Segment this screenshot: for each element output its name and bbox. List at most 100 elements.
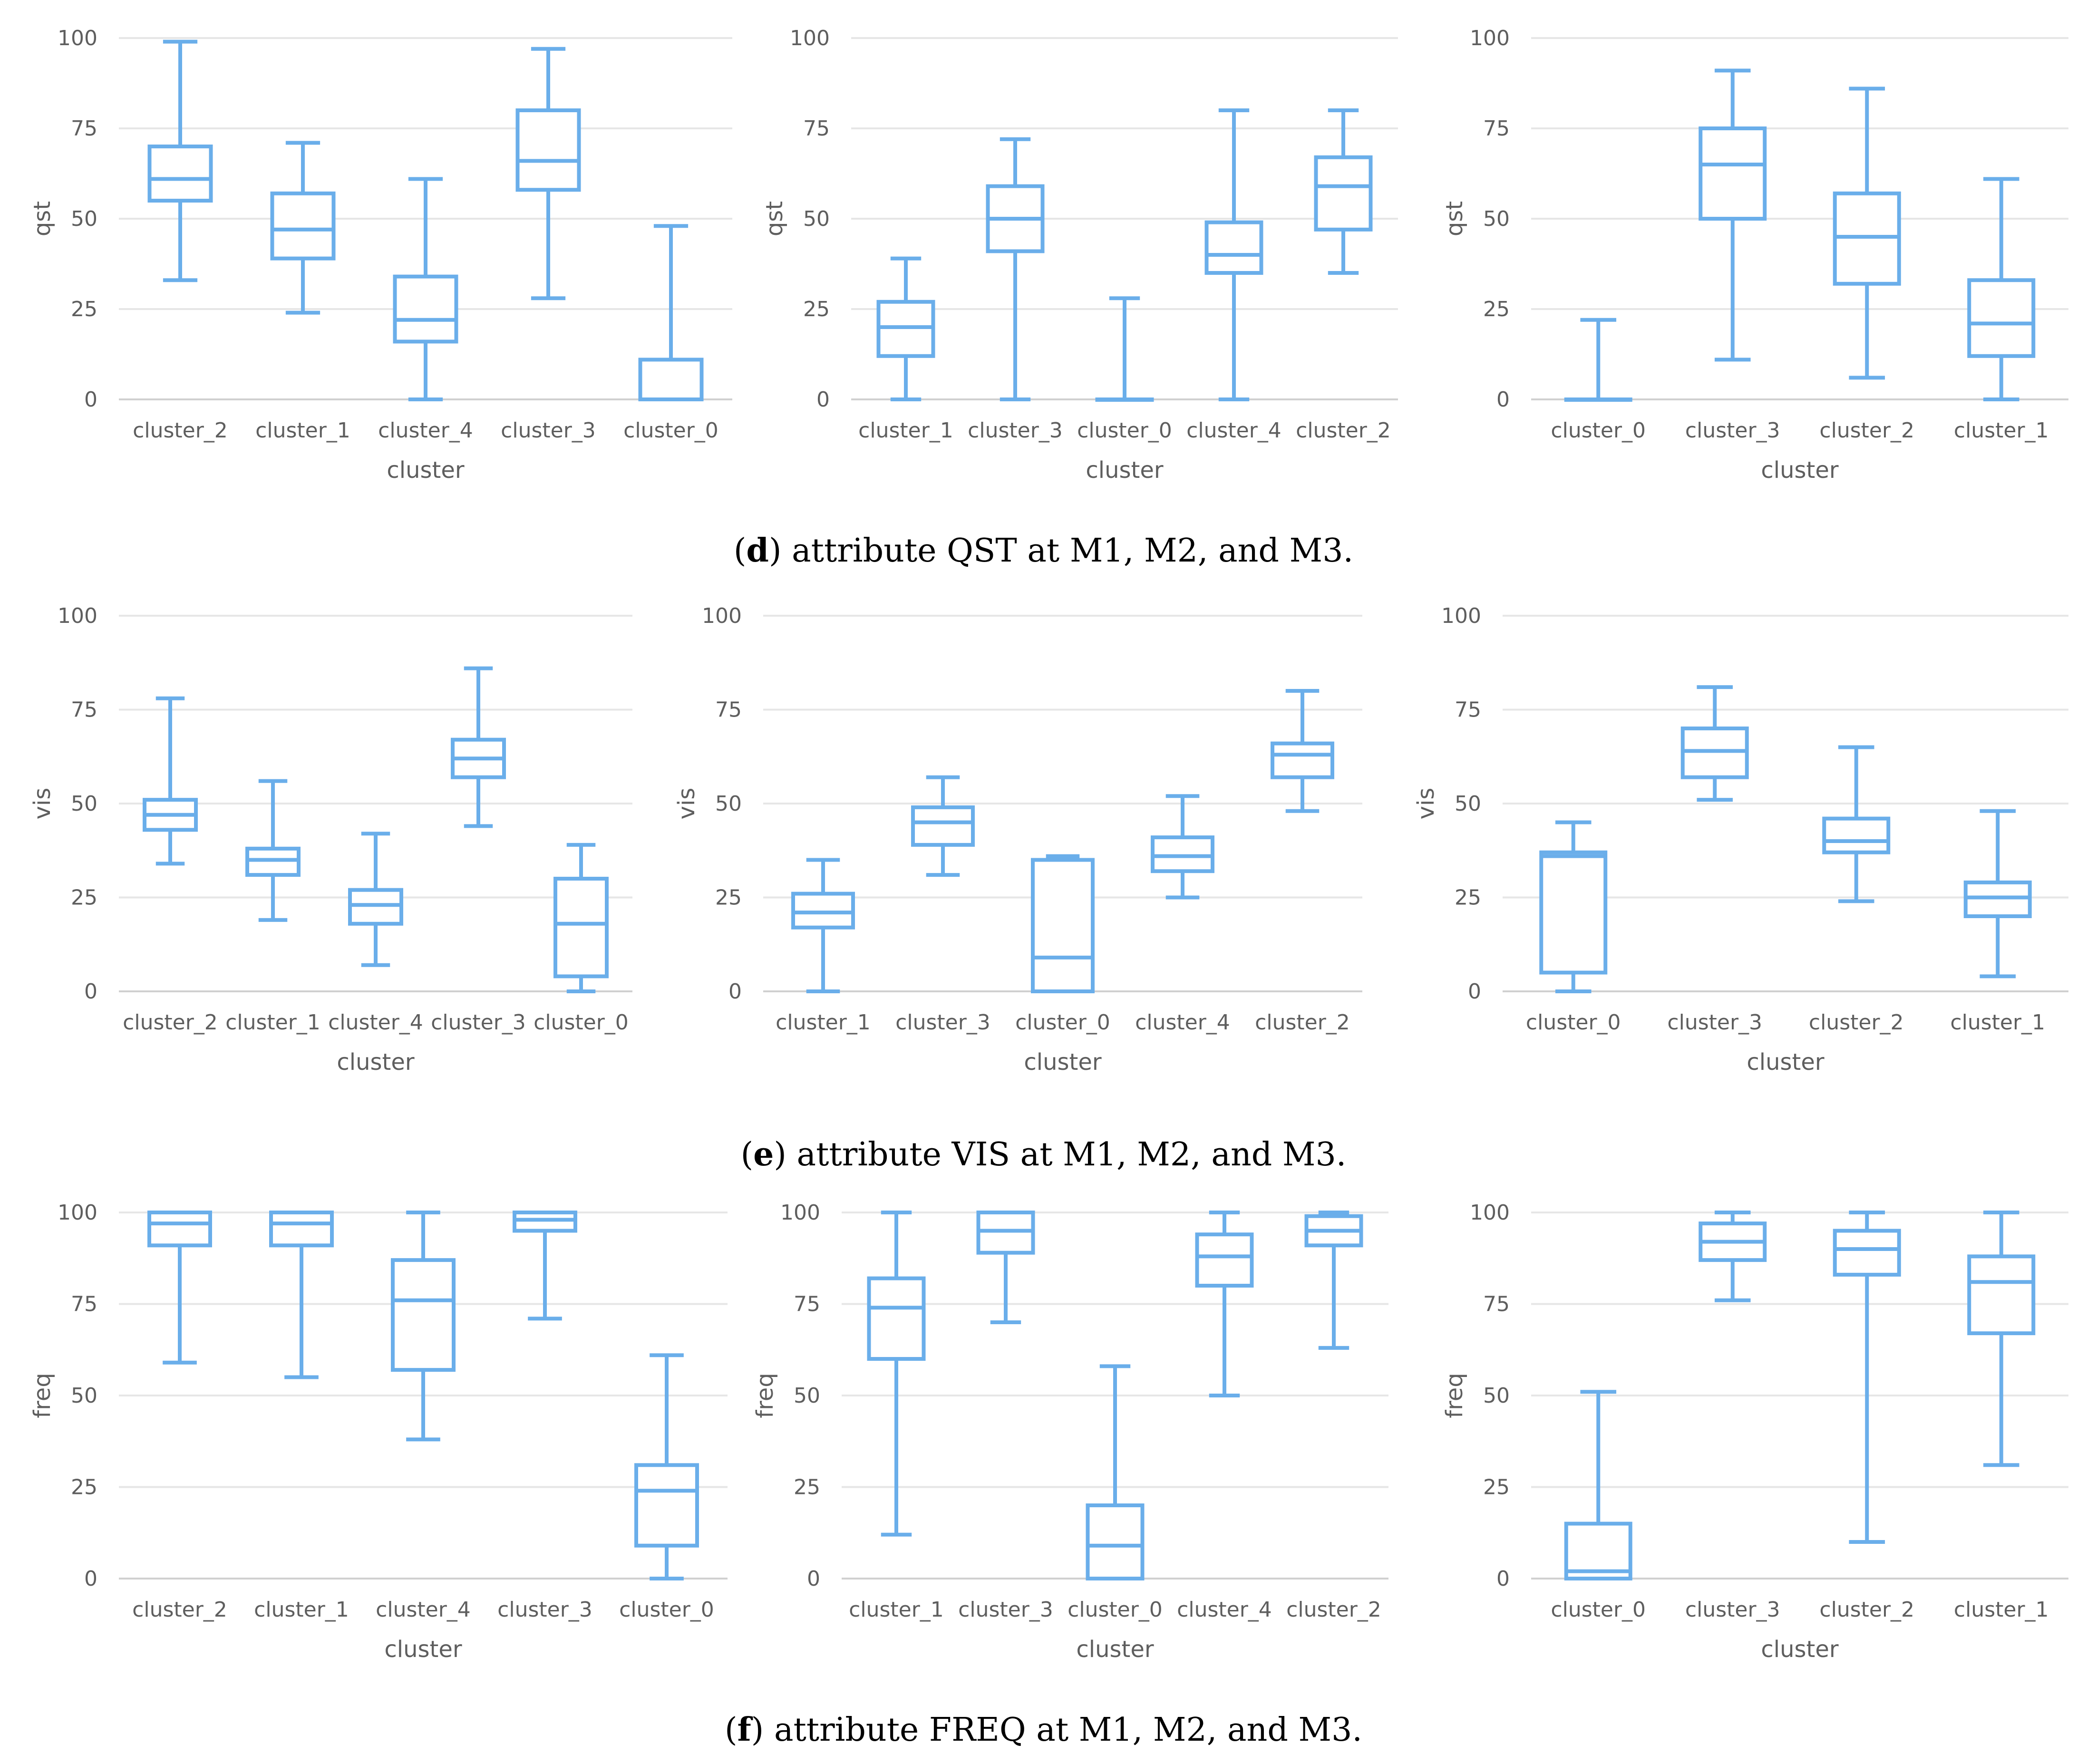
x-tick-label: cluster_2 bbox=[132, 1598, 227, 1622]
chart-freq-m2: 0 25 50 75 100 cluster_1 cluster_3 cluster_0 clu… bbox=[732, 1184, 1398, 1688]
x-tick-label: cluster_2 bbox=[1296, 418, 1391, 443]
box-cluster_3 bbox=[911, 775, 975, 877]
box-cluster_3 bbox=[515, 47, 581, 300]
box-cluster_0 bbox=[1564, 1390, 1632, 1580]
y-tick-label: 50 bbox=[71, 1384, 97, 1408]
y-tick-label: 25 bbox=[794, 1475, 820, 1500]
y-axis-title: qst bbox=[761, 201, 788, 236]
iqr-box bbox=[1195, 1232, 1254, 1288]
iqr-box bbox=[393, 274, 458, 344]
y-tick-label: 75 bbox=[71, 698, 97, 722]
iqr-box bbox=[867, 1276, 926, 1361]
box-cluster_4 bbox=[1151, 794, 1214, 900]
iqr-box bbox=[1086, 1503, 1145, 1580]
x-tick-label: cluster_2 bbox=[1819, 1598, 1914, 1622]
chart-qst-m3: 0 25 50 75 100 cluster_0 cluster_3 cluster_2 clu… bbox=[1422, 10, 2078, 509]
box-cluster_0 bbox=[553, 843, 609, 993]
y-tick-label: 50 bbox=[1455, 792, 1481, 816]
y-axis-title: freq bbox=[1441, 1373, 1468, 1418]
x-tick-label: cluster_1 bbox=[858, 418, 953, 443]
x-tick-label: cluster_2 bbox=[1286, 1598, 1381, 1622]
x-tick-label: cluster_4 bbox=[328, 1010, 423, 1035]
x-axis-title: cluster bbox=[1761, 457, 1839, 484]
box-cluster_2 bbox=[1271, 689, 1334, 813]
x-tick-label: cluster_1 bbox=[255, 418, 350, 443]
x-tick-label: cluster_3 bbox=[1685, 418, 1780, 443]
chart-vis-m1: 0 25 50 75 100 cluster_2 cluster_1 cluster_4 clu… bbox=[10, 587, 642, 1101]
y-tick-label: 0 bbox=[807, 1567, 820, 1591]
box-cluster_2 bbox=[147, 1211, 212, 1365]
y-tick-label: 75 bbox=[1483, 1292, 1510, 1317]
box-cluster_0 bbox=[638, 224, 704, 402]
box-cluster_4 bbox=[1204, 108, 1263, 401]
caption-f-text: attribute FREQ at M1, M2, and M3. bbox=[764, 1711, 1362, 1749]
iqr-box bbox=[1539, 850, 1608, 975]
box-cluster_0 bbox=[1539, 820, 1608, 993]
caption-e-letter: e bbox=[753, 1135, 774, 1173]
box-cluster_2 bbox=[1833, 87, 1901, 380]
y-tick-label: 50 bbox=[71, 792, 97, 816]
box-cluster_1 bbox=[269, 1211, 334, 1379]
x-tick-label: cluster_4 bbox=[1135, 1010, 1230, 1035]
x-tick-label: cluster_0 bbox=[1015, 1010, 1110, 1035]
y-tick-label: 25 bbox=[715, 886, 742, 910]
y-tick-label: 0 bbox=[1496, 388, 1510, 412]
iqr-box bbox=[270, 191, 336, 261]
box-cluster_0 bbox=[1095, 296, 1154, 402]
iqr-box bbox=[1833, 1229, 1901, 1277]
caption-d-letter: d bbox=[746, 532, 769, 570]
box-cluster_1 bbox=[1967, 1211, 2036, 1467]
x-tick-label: cluster_1 bbox=[225, 1010, 320, 1035]
x-axis-title: cluster bbox=[387, 457, 465, 484]
box-cluster_0 bbox=[1564, 318, 1632, 402]
box-cluster_1 bbox=[270, 141, 336, 315]
x-tick-label: cluster_2 bbox=[1819, 418, 1914, 443]
caption-d: (d) attribute QST at M1, M2, and M3. bbox=[733, 532, 1354, 570]
y-tick-label: 0 bbox=[84, 979, 97, 1004]
x-tick-label: cluster_2 bbox=[1255, 1010, 1350, 1035]
x-tick-label: cluster_1 bbox=[776, 1010, 871, 1035]
x-axis-title: cluster bbox=[384, 1636, 462, 1663]
x-tick-label: cluster_4 bbox=[1186, 418, 1281, 443]
x-tick-label: cluster_0 bbox=[1551, 1598, 1646, 1622]
y-tick-label: 100 bbox=[58, 1201, 97, 1225]
box-cluster_2 bbox=[1822, 745, 1891, 903]
y-tick-label: 25 bbox=[71, 297, 97, 321]
x-axis-title: cluster bbox=[1761, 1636, 1839, 1663]
y-tick-label: 50 bbox=[71, 207, 97, 231]
y-axis-title: vis bbox=[673, 788, 700, 820]
y-tick-label: 100 bbox=[58, 26, 97, 50]
y-tick-label: 75 bbox=[803, 116, 830, 141]
box-cluster_4 bbox=[391, 1211, 456, 1442]
chart-vis-m2: 0 25 50 75 100 cluster_1 cluster_3 cluster_0 clu… bbox=[654, 587, 1372, 1101]
iqr-box bbox=[147, 1211, 212, 1248]
x-tick-label: cluster_0 bbox=[1551, 418, 1646, 443]
x-tick-label: cluster_0 bbox=[1077, 418, 1172, 443]
x-tick-label: cluster_4 bbox=[378, 418, 473, 443]
x-tick-label: cluster_2 bbox=[123, 1010, 218, 1035]
chart-freq-m1: 0 25 50 75 100 cluster_2 cluster_1 cluster_4 clu… bbox=[10, 1184, 737, 1688]
caption-e-text: attribute VIS at M1, M2, and M3. bbox=[786, 1136, 1347, 1173]
y-tick-label: 100 bbox=[58, 604, 97, 628]
chart-freq-m3: 0 25 50 75 100 cluster_0 cluster_3 cluster_2 clu… bbox=[1422, 1184, 2078, 1688]
y-tick-label: 100 bbox=[780, 1201, 820, 1225]
y-tick-label: 0 bbox=[84, 388, 97, 412]
y-tick-label: 50 bbox=[803, 207, 830, 231]
x-tick-label: cluster_4 bbox=[1177, 1598, 1272, 1622]
y-axis-title: freq bbox=[752, 1373, 778, 1418]
x-axis-title: cluster bbox=[1747, 1049, 1825, 1076]
y-axis-title: qst bbox=[1441, 201, 1468, 236]
box-cluster_4 bbox=[1195, 1211, 1254, 1397]
box-cluster_2 bbox=[1304, 1211, 1363, 1350]
y-tick-label: 50 bbox=[794, 1384, 820, 1408]
x-tick-label: cluster_3 bbox=[968, 418, 1063, 443]
x-axis-title: cluster bbox=[337, 1049, 415, 1076]
y-axis-title: freq bbox=[29, 1373, 56, 1418]
caption-e: (e) attribute VIS at M1, M2, and M3. bbox=[740, 1135, 1347, 1173]
x-tick-label: cluster_0 bbox=[619, 1598, 714, 1622]
